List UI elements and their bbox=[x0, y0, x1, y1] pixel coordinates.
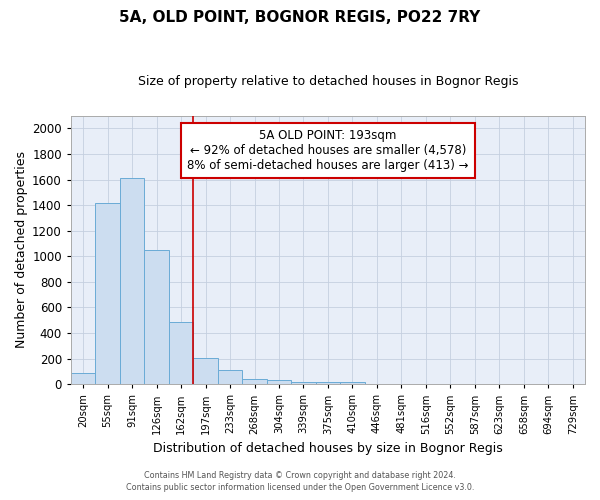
Bar bbox=[267, 380, 291, 384]
Bar bbox=[242, 379, 267, 384]
Y-axis label: Number of detached properties: Number of detached properties bbox=[15, 152, 28, 348]
Text: 5A, OLD POINT, BOGNOR REGIS, PO22 7RY: 5A, OLD POINT, BOGNOR REGIS, PO22 7RY bbox=[119, 10, 481, 25]
Bar bbox=[340, 382, 365, 384]
Text: Contains HM Land Registry data © Crown copyright and database right 2024.
Contai: Contains HM Land Registry data © Crown c… bbox=[126, 471, 474, 492]
Bar bbox=[120, 178, 145, 384]
X-axis label: Distribution of detached houses by size in Bognor Regis: Distribution of detached houses by size … bbox=[153, 442, 503, 455]
Bar bbox=[95, 202, 120, 384]
Title: Size of property relative to detached houses in Bognor Regis: Size of property relative to detached ho… bbox=[138, 75, 518, 88]
Bar bbox=[218, 370, 242, 384]
Bar bbox=[145, 250, 169, 384]
Bar bbox=[169, 322, 193, 384]
Bar bbox=[193, 358, 218, 384]
Bar bbox=[316, 382, 340, 384]
Text: 5A OLD POINT: 193sqm
← 92% of detached houses are smaller (4,578)
8% of semi-det: 5A OLD POINT: 193sqm ← 92% of detached h… bbox=[187, 129, 469, 172]
Bar bbox=[71, 374, 95, 384]
Bar bbox=[291, 382, 316, 384]
